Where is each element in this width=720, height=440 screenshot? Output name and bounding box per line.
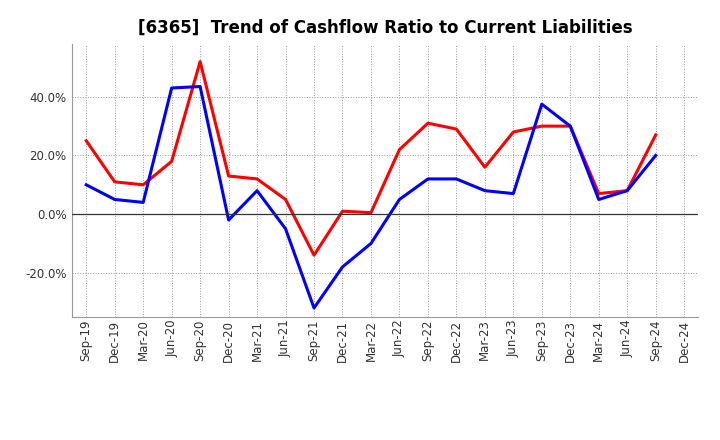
Free CF to Current Liabilities xyxy=(509,191,518,196)
Free CF to Current Liabilities xyxy=(110,197,119,202)
Operating CF to Current Liabilities xyxy=(595,191,603,196)
Line: Operating CF to Current Liabilities: Operating CF to Current Liabilities xyxy=(86,62,656,255)
Operating CF to Current Liabilities xyxy=(452,126,461,132)
Free CF to Current Liabilities xyxy=(310,305,318,311)
Operating CF to Current Liabilities xyxy=(196,59,204,64)
Operating CF to Current Liabilities xyxy=(423,121,432,126)
Title: [6365]  Trend of Cashflow Ratio to Current Liabilities: [6365] Trend of Cashflow Ratio to Curren… xyxy=(138,19,632,37)
Operating CF to Current Liabilities xyxy=(310,253,318,258)
Free CF to Current Liabilities xyxy=(282,226,290,231)
Free CF to Current Liabilities xyxy=(595,197,603,202)
Operating CF to Current Liabilities xyxy=(253,176,261,182)
Free CF to Current Liabilities xyxy=(652,153,660,158)
Operating CF to Current Liabilities xyxy=(225,173,233,179)
Operating CF to Current Liabilities xyxy=(167,159,176,164)
Free CF to Current Liabilities xyxy=(537,102,546,107)
Operating CF to Current Liabilities xyxy=(110,179,119,184)
Free CF to Current Liabilities xyxy=(480,188,489,193)
Operating CF to Current Liabilities xyxy=(623,188,631,193)
Free CF to Current Liabilities xyxy=(225,217,233,223)
Operating CF to Current Liabilities xyxy=(366,210,375,215)
Free CF to Current Liabilities xyxy=(566,124,575,129)
Free CF to Current Liabilities xyxy=(338,264,347,270)
Free CF to Current Liabilities xyxy=(139,200,148,205)
Legend: Operating CF to Current Liabilities, Free CF to Current Liabilities: Operating CF to Current Liabilities, Fre… xyxy=(115,438,655,440)
Operating CF to Current Liabilities xyxy=(652,132,660,138)
Operating CF to Current Liabilities xyxy=(338,209,347,214)
Operating CF to Current Liabilities xyxy=(537,124,546,129)
Operating CF to Current Liabilities xyxy=(139,182,148,187)
Free CF to Current Liabilities xyxy=(366,241,375,246)
Line: Free CF to Current Liabilities: Free CF to Current Liabilities xyxy=(86,87,656,308)
Free CF to Current Liabilities xyxy=(452,176,461,182)
Free CF to Current Liabilities xyxy=(82,182,91,187)
Operating CF to Current Liabilities xyxy=(509,129,518,135)
Free CF to Current Liabilities xyxy=(395,197,404,202)
Operating CF to Current Liabilities xyxy=(395,147,404,152)
Free CF to Current Liabilities xyxy=(623,188,631,193)
Operating CF to Current Liabilities xyxy=(82,138,91,143)
Free CF to Current Liabilities xyxy=(196,84,204,89)
Operating CF to Current Liabilities xyxy=(282,197,290,202)
Free CF to Current Liabilities xyxy=(253,188,261,193)
Free CF to Current Liabilities xyxy=(167,85,176,91)
Operating CF to Current Liabilities xyxy=(566,124,575,129)
Operating CF to Current Liabilities xyxy=(480,165,489,170)
Free CF to Current Liabilities xyxy=(423,176,432,182)
